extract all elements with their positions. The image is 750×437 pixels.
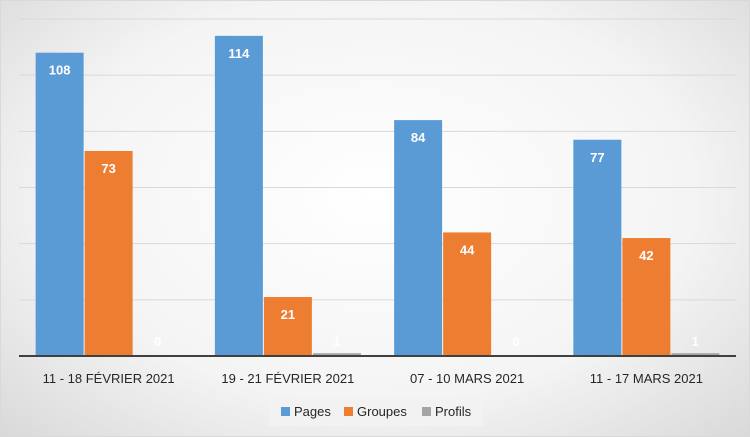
bar-groupes-3 — [622, 238, 671, 356]
legend-box — [269, 398, 483, 426]
data-label-groupes-1: 21 — [281, 307, 295, 322]
legend-label-pages: Pages — [294, 404, 331, 419]
data-label-groupes-0: 73 — [101, 161, 115, 176]
legend-swatch-profils — [422, 407, 431, 416]
legend-swatch-pages — [281, 407, 290, 416]
legend-label-groupes: Groupes — [357, 404, 407, 419]
bar-pages-1 — [214, 35, 263, 356]
legend-label-profils: Profils — [435, 404, 472, 419]
bar-pages-0 — [35, 52, 84, 356]
data-label-profils-2: 0 — [513, 334, 520, 349]
data-label-groupes-2: 44 — [460, 242, 475, 257]
bar-groupes-0 — [84, 150, 133, 356]
data-label-profils-1: 1 — [333, 334, 340, 349]
bars — [35, 35, 720, 356]
data-label-profils-3: 1 — [692, 334, 699, 349]
bar-groupes-1 — [263, 297, 312, 356]
data-labels: 108 73 0 114 21 1 84 44 0 77 42 1 — [49, 46, 699, 349]
data-label-pages-1: 114 — [228, 46, 250, 61]
data-label-pages-2: 84 — [411, 130, 426, 145]
bar-profils-3 — [671, 353, 720, 356]
category-label-0: 11 - 18 FÉVRIER 2021 — [43, 371, 175, 386]
category-label-2: 07 - 10 MARS 2021 — [410, 371, 524, 386]
data-label-groupes-3: 42 — [639, 248, 653, 263]
legend-swatch-groupes — [344, 407, 353, 416]
x-axis: 11 - 18 FÉVRIER 2021 19 - 21 FÉVRIER 2021… — [19, 355, 736, 386]
bar-pages-3 — [573, 139, 622, 356]
bar-groupes-2 — [443, 232, 492, 356]
data-label-pages-3: 77 — [590, 150, 604, 165]
category-label-3: 11 - 17 MARS 2021 — [590, 371, 703, 386]
bar-profils-1 — [312, 353, 361, 356]
legend: Pages Groupes Profils — [269, 398, 483, 426]
data-label-pages-0: 108 — [49, 63, 71, 78]
data-label-profils-0: 0 — [154, 334, 161, 349]
bar-pages-2 — [394, 120, 443, 356]
category-label-1: 19 - 21 FÉVRIER 2021 — [221, 371, 354, 386]
